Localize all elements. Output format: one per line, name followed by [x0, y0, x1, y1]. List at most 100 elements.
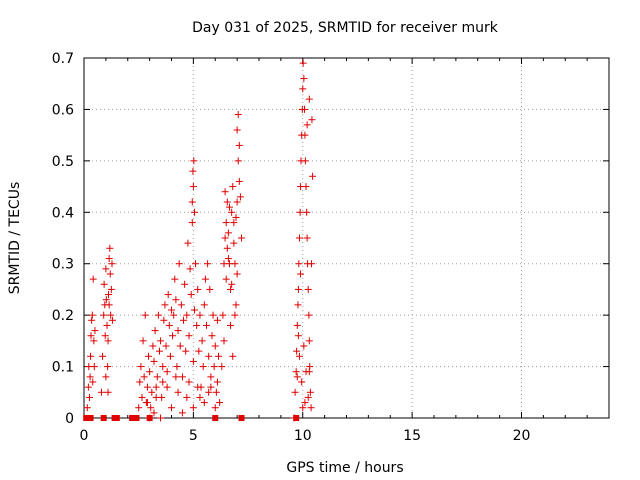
data-point	[157, 337, 165, 345]
data-point	[180, 316, 188, 324]
data-point	[165, 321, 173, 329]
data-point	[183, 393, 191, 401]
data-point	[108, 260, 116, 268]
data-point	[229, 352, 237, 360]
data-point	[211, 404, 219, 412]
data-point	[188, 219, 196, 227]
data-point	[294, 285, 302, 293]
data-point	[175, 260, 183, 268]
data-point	[308, 116, 316, 124]
data-point	[304, 393, 312, 401]
data-point	[300, 342, 308, 350]
data-point	[306, 388, 314, 396]
data-point	[227, 285, 235, 293]
data-point	[107, 285, 115, 293]
data-point	[166, 352, 174, 360]
data-point	[178, 409, 186, 417]
data-point	[173, 363, 181, 371]
data-point	[89, 378, 97, 386]
data-point	[196, 393, 204, 401]
data-point	[211, 342, 219, 350]
tick-labels: 0 5 10 15 20 0 0.1 0.2 0.3 0.4 0.5 0.6 0.7	[52, 51, 531, 444]
data-point	[297, 270, 305, 278]
data-point	[210, 363, 218, 371]
data-point	[104, 363, 112, 371]
data-point	[88, 316, 96, 324]
data-point	[99, 352, 107, 360]
data-point	[89, 275, 97, 283]
data-point	[164, 291, 172, 299]
data-point	[143, 383, 151, 391]
data-point	[87, 352, 95, 360]
data-points	[83, 59, 317, 422]
data-point	[189, 167, 197, 175]
data-point	[224, 229, 232, 237]
data-point	[185, 378, 193, 386]
data-point	[163, 368, 171, 376]
y-tick-label: 0.2	[52, 308, 74, 324]
data-point	[238, 234, 245, 242]
y-tick-label: 0.3	[52, 257, 74, 273]
data-point	[147, 404, 155, 412]
data-point	[183, 311, 191, 319]
data-point	[212, 388, 220, 396]
data-point	[303, 208, 311, 216]
data-point	[186, 265, 194, 273]
data-point	[292, 368, 300, 376]
data-point	[299, 85, 307, 93]
data-point	[305, 337, 313, 345]
data-point	[181, 280, 189, 288]
data-point	[100, 280, 108, 288]
data-point	[145, 352, 153, 360]
data-point	[159, 363, 167, 371]
data-point	[234, 111, 242, 119]
data-point	[195, 347, 203, 355]
data-point	[153, 373, 161, 381]
data-point-square	[133, 415, 140, 421]
data-point	[218, 363, 226, 371]
data-point	[185, 332, 193, 340]
data-point	[189, 357, 197, 365]
data-point	[174, 327, 182, 335]
data-point	[220, 337, 228, 345]
y-tick-label: 0.4	[52, 205, 74, 221]
data-point	[203, 321, 210, 329]
data-point	[228, 280, 236, 288]
y-tick-label: 0.5	[52, 154, 74, 170]
data-point	[108, 316, 116, 324]
data-point	[178, 373, 186, 381]
data-point	[168, 404, 175, 412]
data-point-square	[100, 415, 107, 421]
data-point	[196, 311, 204, 319]
data-point	[224, 255, 232, 263]
data-point	[149, 342, 157, 350]
data-point	[294, 301, 302, 309]
data-point	[222, 275, 230, 283]
data-point	[204, 260, 212, 268]
data-point	[296, 208, 304, 216]
data-point	[303, 234, 311, 242]
data-point	[201, 275, 209, 283]
data-point	[102, 373, 110, 381]
data-point	[222, 219, 230, 227]
y-tick-label: 0.7	[52, 51, 74, 67]
data-point	[135, 404, 143, 412]
data-point	[205, 388, 213, 396]
data-point	[148, 388, 156, 396]
y-tick-label: 0	[65, 411, 74, 427]
data-point	[136, 378, 144, 386]
data-point	[138, 393, 146, 401]
data-point	[213, 378, 221, 386]
data-point	[100, 311, 108, 319]
data-point	[302, 183, 310, 191]
data-point	[102, 296, 110, 304]
data-point	[188, 198, 196, 206]
data-point	[236, 193, 244, 201]
plot-frame	[83, 57, 610, 419]
data-point	[299, 404, 307, 412]
data-point	[160, 316, 168, 324]
data-point	[199, 363, 207, 371]
data-point	[230, 239, 238, 247]
data-point	[90, 363, 98, 371]
